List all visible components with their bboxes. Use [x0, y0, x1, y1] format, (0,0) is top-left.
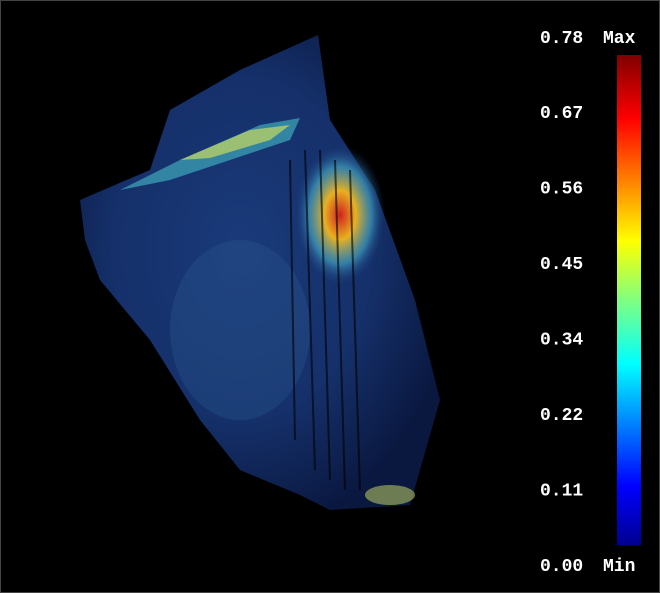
colorbar: [617, 55, 641, 545]
colorbar-tick-label: 0.34: [540, 330, 583, 350]
colorbar-tick-label: 0.22: [540, 406, 583, 426]
colorbar-max-label: Max: [603, 29, 636, 49]
colorbar-tick-label: 0.11: [540, 481, 583, 501]
screen: 0.78 0.67 0.56 0.45 0.34 0.22 0.11 0.00 Max Min: [0, 0, 660, 593]
colorbar-tick-label: 0.67: [540, 104, 583, 124]
colorbar-tick-label: 0.45: [540, 255, 583, 275]
colorbar-tick-label: 0.56: [540, 180, 583, 200]
colorbar-min-label: Min: [603, 557, 635, 577]
colorbar-tick-label: 0.00: [540, 557, 583, 577]
colorbar-tick-label: 0.78: [540, 29, 583, 49]
